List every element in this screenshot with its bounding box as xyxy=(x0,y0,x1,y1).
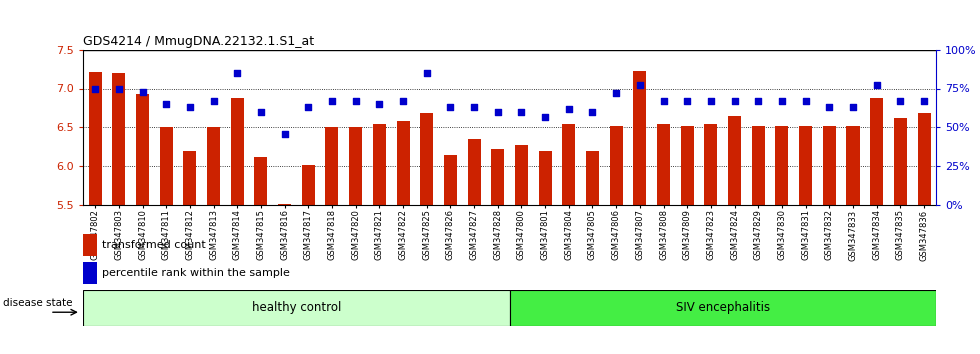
Point xyxy=(276,131,292,137)
Bar xyxy=(83,234,97,256)
Text: disease state: disease state xyxy=(3,298,73,308)
Point xyxy=(751,98,766,104)
Bar xyxy=(633,72,647,205)
Bar xyxy=(302,165,315,205)
Point xyxy=(537,114,553,119)
Bar xyxy=(510,290,936,326)
Bar xyxy=(491,149,505,205)
Text: GDS4214 / MmugDNA.22132.1.S1_at: GDS4214 / MmugDNA.22132.1.S1_at xyxy=(83,35,315,48)
Point xyxy=(514,109,529,115)
Point xyxy=(466,104,482,110)
Point xyxy=(182,104,198,110)
Bar xyxy=(88,72,102,205)
Point xyxy=(609,90,624,96)
Bar xyxy=(705,124,717,205)
Bar xyxy=(917,113,931,205)
Bar xyxy=(325,127,338,205)
Bar xyxy=(83,290,510,326)
Bar xyxy=(444,155,457,205)
Point xyxy=(324,98,340,104)
Point xyxy=(869,82,885,88)
Point xyxy=(229,70,245,76)
Point xyxy=(395,98,411,104)
Point xyxy=(656,98,671,104)
Point xyxy=(774,98,790,104)
Bar xyxy=(183,151,196,205)
Point xyxy=(348,98,364,104)
Point xyxy=(490,109,506,115)
Bar xyxy=(230,98,244,205)
Point xyxy=(798,98,813,104)
Bar xyxy=(467,139,480,205)
Point xyxy=(632,82,648,88)
Bar xyxy=(657,124,670,205)
Point xyxy=(585,109,601,115)
Bar xyxy=(823,126,836,205)
Point xyxy=(727,98,743,104)
Text: SIV encephalitis: SIV encephalitis xyxy=(675,302,770,314)
Point xyxy=(87,86,103,91)
Point xyxy=(206,98,221,104)
Point xyxy=(371,101,387,107)
Text: transformed count: transformed count xyxy=(102,240,206,250)
Bar xyxy=(207,127,220,205)
Bar xyxy=(610,126,622,205)
Point xyxy=(301,104,317,110)
Bar xyxy=(775,126,789,205)
Bar xyxy=(514,144,528,205)
Point xyxy=(159,101,174,107)
Bar xyxy=(349,127,363,205)
Bar xyxy=(586,151,599,205)
Point xyxy=(703,98,718,104)
Bar xyxy=(563,124,575,205)
Bar xyxy=(420,113,433,205)
Bar xyxy=(870,98,883,205)
Bar xyxy=(372,124,386,205)
Bar xyxy=(113,73,125,205)
Bar xyxy=(83,262,97,284)
Point xyxy=(845,104,860,110)
Bar xyxy=(799,126,812,205)
Bar xyxy=(728,116,741,205)
Bar xyxy=(255,157,268,205)
Point xyxy=(443,104,459,110)
Bar xyxy=(681,126,694,205)
Bar xyxy=(136,94,149,205)
Bar xyxy=(752,126,764,205)
Point xyxy=(893,98,908,104)
Point xyxy=(821,104,837,110)
Bar xyxy=(160,127,172,205)
Bar xyxy=(278,204,291,205)
Point xyxy=(253,109,269,115)
Point xyxy=(561,106,576,112)
Point xyxy=(916,98,932,104)
Bar xyxy=(539,151,552,205)
Point xyxy=(679,98,695,104)
Bar xyxy=(397,121,410,205)
Bar xyxy=(847,126,859,205)
Point xyxy=(134,89,150,95)
Text: healthy control: healthy control xyxy=(252,302,341,314)
Text: percentile rank within the sample: percentile rank within the sample xyxy=(102,268,290,278)
Point xyxy=(111,86,126,91)
Point xyxy=(418,70,434,76)
Bar xyxy=(894,118,906,205)
